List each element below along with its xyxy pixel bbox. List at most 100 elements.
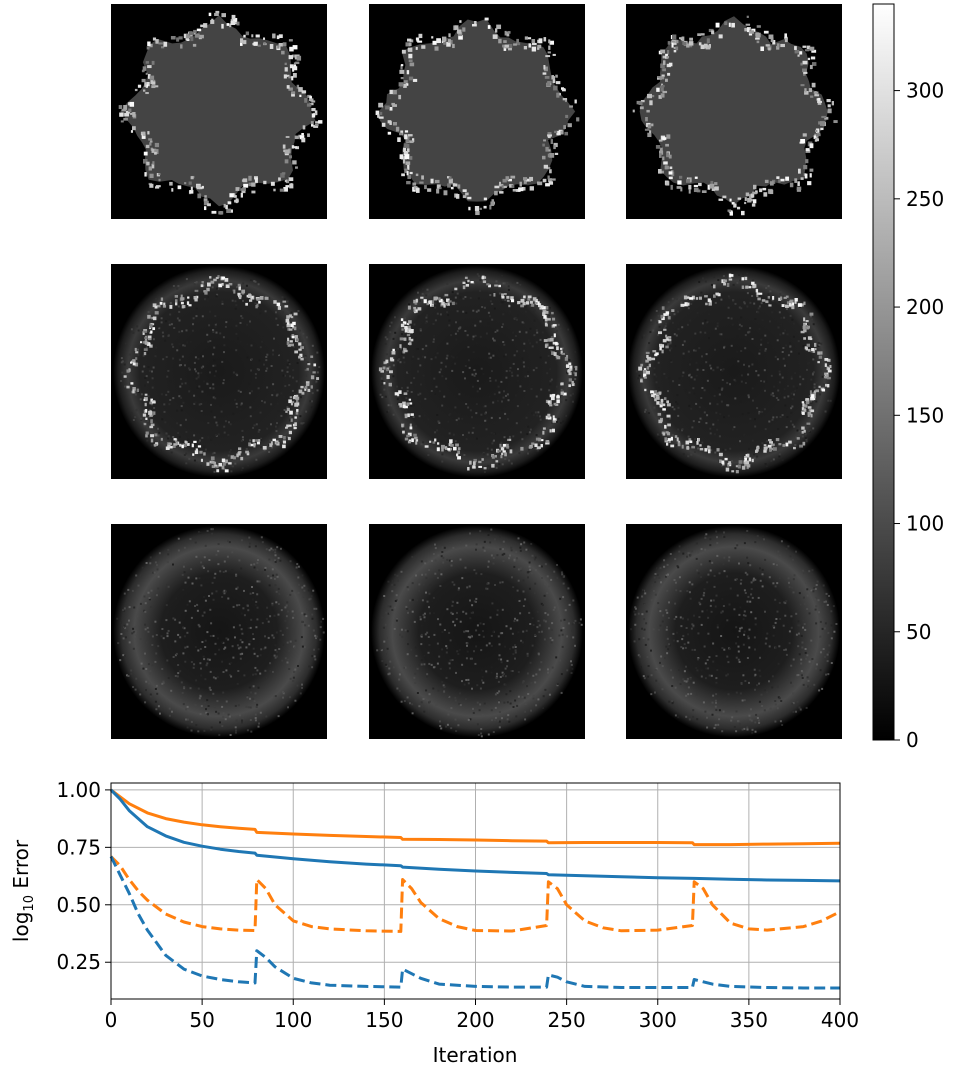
- edge-speckle: [399, 404, 403, 408]
- edge-speckle: [658, 419, 663, 424]
- noise-speckle: [193, 394, 196, 397]
- noise-speckle: [204, 448, 207, 451]
- noise-speckle: [768, 576, 771, 579]
- noise-speckle: [727, 316, 730, 319]
- noise-speckle: [472, 711, 475, 714]
- noise-speckle: [221, 596, 224, 598]
- noise-speckle: [389, 660, 392, 663]
- edge-speckle: [255, 305, 258, 309]
- noise-speckle: [681, 326, 684, 329]
- edge-speckle: [660, 314, 664, 319]
- noise-speckle: [790, 615, 793, 618]
- edge-speckle: [697, 33, 702, 37]
- noise-speckle: [761, 568, 764, 571]
- noise-speckle: [682, 634, 685, 637]
- edge-speckle: [414, 302, 418, 305]
- noise-speckle: [805, 685, 808, 688]
- edge-speckle: [813, 395, 817, 399]
- noise-speckle: [517, 671, 520, 674]
- noise-speckle: [763, 354, 766, 357]
- noise-speckle: [191, 329, 194, 332]
- edge-speckle: [144, 393, 148, 396]
- edge-speckle: [291, 91, 296, 95]
- edge-speckle: [666, 336, 669, 341]
- noise-speckle: [735, 691, 738, 694]
- edge-speckle: [217, 275, 220, 279]
- noise-speckle: [428, 592, 431, 595]
- noise-speckle: [240, 539, 243, 542]
- noise-speckle: [739, 400, 742, 403]
- noise-speckle: [384, 395, 387, 398]
- edge-speckle: [467, 196, 472, 200]
- noise-speckle: [698, 280, 701, 283]
- noise-speckle: [754, 688, 756, 691]
- noise-speckle: [305, 615, 308, 618]
- noise-speckle: [308, 598, 311, 601]
- noise-speckle: [392, 375, 395, 378]
- edge-speckle: [562, 392, 567, 396]
- edge-speckle: [248, 442, 251, 447]
- noise-speckle: [237, 704, 240, 707]
- noise-speckle: [440, 573, 443, 576]
- noise-speckle: [412, 404, 415, 407]
- noise-speckle: [655, 567, 658, 570]
- noise-speckle: [187, 721, 190, 724]
- noise-speckle: [527, 366, 530, 369]
- noise-speckle: [238, 624, 241, 627]
- noise-speckle: [809, 687, 812, 690]
- noise-speckle: [434, 319, 437, 322]
- noise-speckle: [765, 380, 768, 383]
- edge-speckle: [749, 30, 754, 34]
- edge-speckle: [178, 36, 183, 40]
- edge-speckle: [233, 456, 236, 460]
- noise-speckle: [443, 690, 446, 693]
- noise-speckle: [792, 578, 795, 581]
- edge-speckle: [407, 440, 411, 444]
- noise-speckle: [245, 705, 248, 708]
- noise-speckle: [143, 346, 146, 349]
- noise-speckle: [477, 734, 480, 736]
- edge-speckle: [218, 463, 223, 467]
- noise-speckle: [517, 537, 520, 540]
- edge-speckle: [468, 206, 471, 211]
- noise-speckle: [814, 588, 817, 590]
- edge-speckle: [793, 446, 796, 450]
- noise-speckle: [735, 542, 738, 545]
- edge-speckle: [563, 125, 566, 130]
- edge-speckle: [768, 47, 771, 51]
- noise-speckle: [775, 397, 778, 399]
- edge-speckle: [253, 444, 256, 448]
- noise-speckle: [177, 305, 180, 308]
- noise-speckle: [692, 715, 695, 718]
- noise-speckle: [292, 680, 295, 682]
- edge-speckle: [555, 81, 561, 85]
- noise-speckle: [798, 653, 801, 656]
- noise-speckle: [789, 345, 792, 348]
- noise-speckle: [512, 331, 515, 334]
- noise-speckle: [312, 629, 315, 632]
- noise-speckle: [471, 416, 473, 419]
- edge-speckle: [151, 81, 156, 85]
- edge-speckle: [666, 152, 670, 158]
- noise-speckle: [165, 356, 168, 358]
- noise-speckle: [734, 397, 737, 400]
- noise-speckle: [720, 388, 723, 391]
- edge-speckle: [214, 464, 218, 467]
- noise-speckle: [223, 425, 226, 428]
- edge-speckle: [391, 351, 396, 355]
- noise-speckle: [802, 626, 804, 629]
- noise-speckle: [750, 588, 753, 591]
- edge-speckle: [226, 208, 231, 214]
- edge-speckle: [152, 303, 157, 308]
- noise-speckle: [663, 326, 666, 329]
- noise-speckle: [759, 349, 761, 351]
- noise-speckle: [716, 542, 719, 545]
- edge-speckle: [663, 313, 667, 316]
- noise-speckle: [694, 349, 697, 352]
- edge-speckle: [382, 366, 386, 370]
- noise-speckle: [200, 403, 203, 405]
- noise-speckle: [209, 670, 212, 673]
- edge-speckle: [125, 110, 130, 114]
- edge-speckle: [561, 87, 565, 90]
- noise-speckle: [207, 340, 210, 343]
